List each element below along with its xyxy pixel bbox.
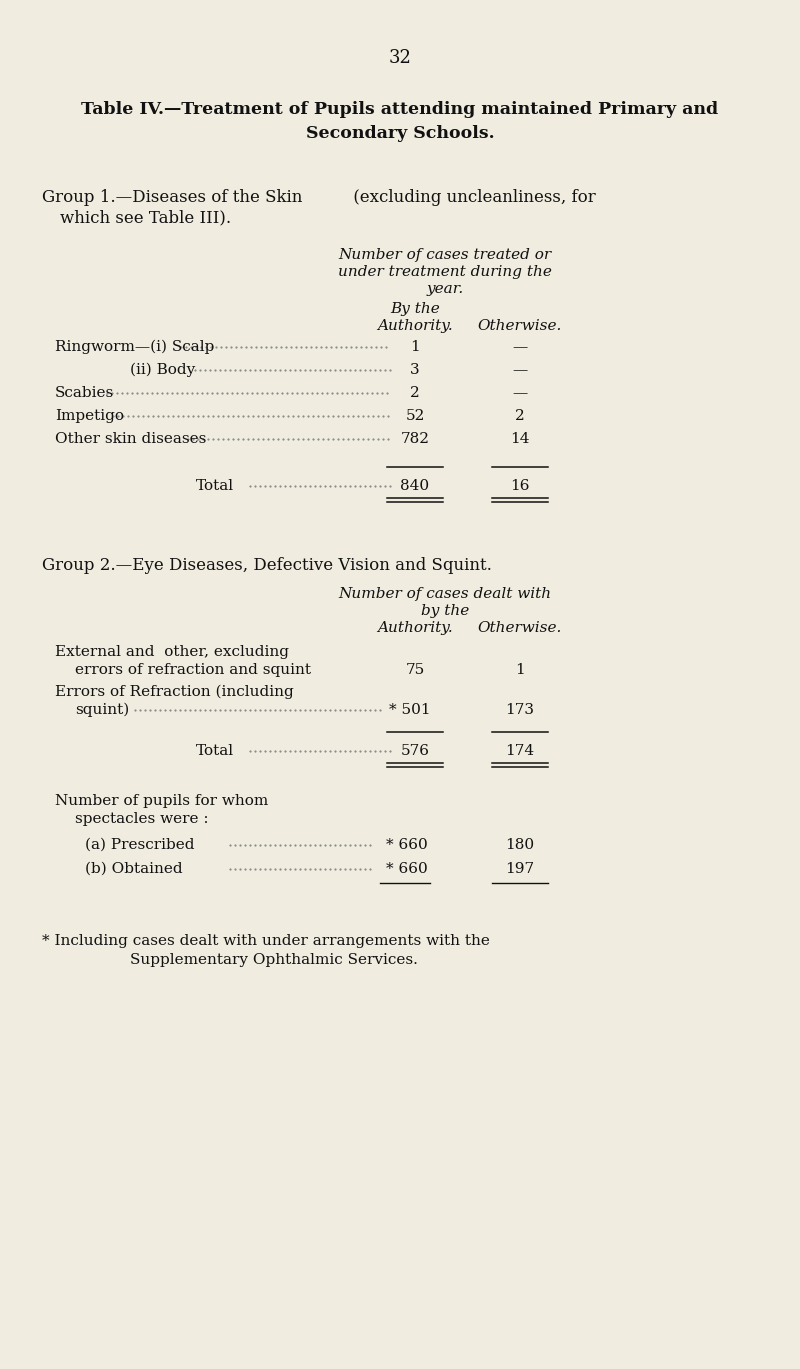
Text: Otherwise.: Otherwise.	[478, 622, 562, 635]
Text: 1: 1	[515, 663, 525, 678]
Text: Impetigo: Impetigo	[55, 409, 124, 423]
Text: (a) Prescribed: (a) Prescribed	[85, 838, 194, 852]
Text: 2: 2	[515, 409, 525, 423]
Text: 3: 3	[410, 363, 420, 376]
Text: Ringworm—(i) Scalp: Ringworm—(i) Scalp	[55, 340, 214, 355]
Text: by the: by the	[421, 604, 469, 617]
Text: * Including cases dealt with under arrangements with the: * Including cases dealt with under arran…	[42, 934, 490, 947]
Text: * 660: * 660	[386, 862, 428, 876]
Text: 174: 174	[506, 743, 534, 758]
Text: Secondary Schools.: Secondary Schools.	[306, 125, 494, 141]
Text: (ii) Body: (ii) Body	[130, 363, 195, 378]
Text: squint): squint)	[75, 702, 130, 717]
Text: errors of refraction and squint: errors of refraction and squint	[75, 663, 311, 678]
Text: * 660: * 660	[386, 838, 428, 852]
Text: —: —	[512, 340, 528, 355]
Text: spectacles were :: spectacles were :	[75, 812, 209, 826]
Text: Authority.: Authority.	[377, 622, 453, 635]
Text: Number of pupils for whom: Number of pupils for whom	[55, 794, 268, 808]
Text: (b) Obtained: (b) Obtained	[85, 862, 182, 876]
Text: External and  other, excluding: External and other, excluding	[55, 645, 289, 658]
Text: (excluding uncleanliness, for: (excluding uncleanliness, for	[348, 189, 596, 207]
Text: under treatment during the: under treatment during the	[338, 266, 552, 279]
Text: 173: 173	[506, 704, 534, 717]
Text: * 501: * 501	[389, 704, 431, 717]
Text: year.: year.	[426, 282, 464, 296]
Text: Supplementary Ophthalmic Services.: Supplementary Ophthalmic Services.	[130, 953, 418, 967]
Text: 32: 32	[389, 49, 411, 67]
Text: 2: 2	[410, 386, 420, 400]
Text: Errors of Refraction (including: Errors of Refraction (including	[55, 684, 294, 700]
Text: Group 2.—Eye Diseases, Defective Vision and Squint.: Group 2.—Eye Diseases, Defective Vision …	[42, 557, 492, 575]
Text: —: —	[512, 386, 528, 400]
Text: Table IV.—Treatment of Pupils attending maintained Primary and: Table IV.—Treatment of Pupils attending …	[82, 101, 718, 119]
Text: Scabies: Scabies	[55, 386, 114, 400]
Text: 1: 1	[410, 340, 420, 355]
Text: Other skin diseases: Other skin diseases	[55, 433, 206, 446]
Text: Authority.: Authority.	[377, 319, 453, 333]
Text: 75: 75	[406, 663, 425, 678]
Text: Number of cases dealt with: Number of cases dealt with	[338, 587, 551, 601]
Text: 180: 180	[506, 838, 534, 852]
Text: Group 1.—Diseases of the Skin: Group 1.—Diseases of the Skin	[42, 189, 302, 207]
Text: —: —	[512, 363, 528, 376]
Text: 782: 782	[401, 433, 430, 446]
Text: 14: 14	[510, 433, 530, 446]
Text: Total: Total	[196, 479, 234, 493]
Text: 840: 840	[401, 479, 430, 493]
Text: 52: 52	[406, 409, 425, 423]
Text: Total: Total	[196, 743, 234, 758]
Text: 197: 197	[506, 862, 534, 876]
Text: 576: 576	[401, 743, 430, 758]
Text: Number of cases treated or: Number of cases treated or	[338, 248, 551, 261]
Text: By the: By the	[390, 303, 440, 316]
Text: Otherwise.: Otherwise.	[478, 319, 562, 333]
Text: 16: 16	[510, 479, 530, 493]
Text: which see Table III).: which see Table III).	[60, 209, 231, 226]
